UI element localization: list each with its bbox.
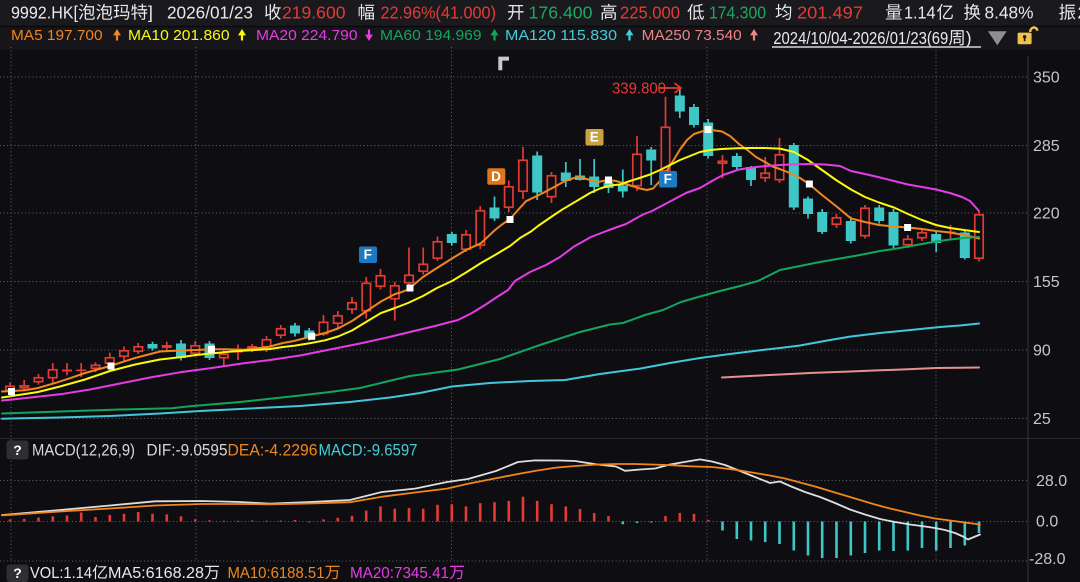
svg-text:F: F xyxy=(664,172,672,187)
svg-text:2026/01/23: 2026/01/23 xyxy=(167,3,253,23)
svg-text:MA120 115.830: MA120 115.830 xyxy=(505,27,617,44)
svg-text:201.497: 201.497 xyxy=(797,3,863,23)
svg-text:8.48%: 8.48% xyxy=(985,3,1034,23)
svg-text:220: 220 xyxy=(1033,206,1060,223)
svg-text:VOL:1.14: VOL:1.14 xyxy=(30,565,92,582)
svg-text:MA5:6168.28: MA5:6168.28 xyxy=(108,565,204,582)
svg-text:MA20:7345.41: MA20:7345.41 xyxy=(350,565,449,582)
svg-text:MACD:-9.6597: MACD:-9.6597 xyxy=(319,442,418,460)
svg-text:E: E xyxy=(590,130,599,145)
svg-text:225.000: 225.000 xyxy=(620,3,680,23)
svg-text:174.300: 174.300 xyxy=(709,3,766,23)
svg-text:0.0: 0.0 xyxy=(1036,514,1058,531)
svg-text:22.96%(41.000): 22.96%(41.000) xyxy=(381,3,497,23)
svg-text:MA60 194.969: MA60 194.969 xyxy=(380,27,482,44)
svg-text:155: 155 xyxy=(1033,274,1060,291)
svg-text:]: ] xyxy=(148,3,153,23)
svg-text:D: D xyxy=(491,169,501,184)
svg-text:MA20 224.790: MA20 224.790 xyxy=(256,27,358,44)
svg-text:90: 90 xyxy=(1033,343,1051,360)
svg-text:DIF:-9.0595: DIF:-9.0595 xyxy=(147,442,228,460)
svg-text:28: 28 xyxy=(1078,3,1080,23)
svg-text:MA250 73.540: MA250 73.540 xyxy=(642,27,742,44)
svg-text:350: 350 xyxy=(1033,70,1060,87)
svg-text:F: F xyxy=(364,247,372,262)
svg-text:MA10 201.860: MA10 201.860 xyxy=(128,27,230,44)
svg-text:219.600: 219.600 xyxy=(282,3,346,23)
svg-text:?: ? xyxy=(13,442,22,458)
svg-text:176.400: 176.400 xyxy=(529,3,593,23)
svg-text:MA10:6188.51: MA10:6188.51 xyxy=(228,565,325,582)
svg-text:MACD(12,26,9): MACD(12,26,9) xyxy=(32,442,135,460)
svg-text:2024/10/04-2026/01/23(69: 2024/10/04-2026/01/23(69 xyxy=(773,28,948,48)
svg-text:MA5 197.700: MA5 197.700 xyxy=(11,27,102,44)
svg-text:-28.0: -28.0 xyxy=(1029,551,1066,568)
svg-text:9992.HK[: 9992.HK[ xyxy=(11,3,78,23)
svg-text:?: ? xyxy=(13,565,22,581)
svg-text:25: 25 xyxy=(1033,411,1051,428)
svg-text:28.0: 28.0 xyxy=(1036,473,1067,490)
svg-text:339.800: 339.800 xyxy=(612,81,666,98)
svg-text:DEA:-4.2296: DEA:-4.2296 xyxy=(228,442,318,460)
svg-text:1.14: 1.14 xyxy=(904,3,936,23)
svg-text:): ) xyxy=(966,28,972,48)
svg-text:285: 285 xyxy=(1033,138,1060,155)
